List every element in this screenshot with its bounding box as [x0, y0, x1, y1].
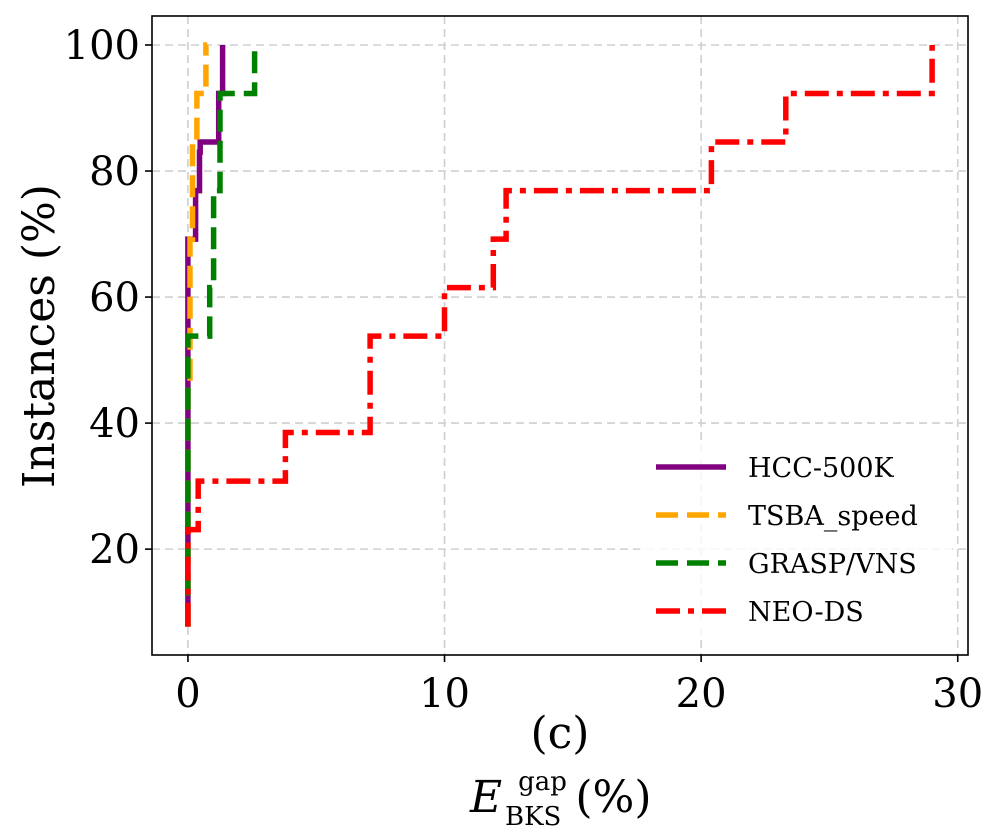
axis-ticks: 0 10 20 30 20 40 60 80 100: [64, 23, 984, 717]
series-layer: [185, 42, 935, 627]
legend-label-tsba-speed: TSBA_speed: [748, 501, 918, 532]
x-axis-label-main: E: [469, 772, 502, 823]
x-tick-label: 30: [932, 671, 983, 717]
x-tick-label: 10: [419, 671, 470, 717]
legend-label-hcc-500k: HCC-500K: [748, 453, 895, 484]
legend: HCC-500K TSBA_speed GRASP/VNS NEO-DS: [640, 440, 952, 640]
x-axis-label-superscript: gap: [518, 767, 567, 797]
y-tick-label: 20: [89, 527, 140, 573]
x-axis-label-suffix: (%): [575, 772, 651, 823]
series-line-tsba-speed: [185, 42, 209, 627]
legend-label-grasp-vns: GRASP/VNS: [748, 549, 917, 580]
grid-lines: [152, 16, 968, 655]
x-axis-label: E gap BKS (%): [469, 750, 651, 836]
y-tick-label: 60: [89, 275, 140, 321]
subtitle: (c): [531, 708, 590, 759]
x-tick-label: 20: [676, 671, 727, 717]
x-tick-label: 0: [175, 671, 200, 717]
y-tick-label: 100: [64, 23, 140, 69]
x-axis-label-subscript: BKS: [505, 802, 561, 832]
y-tick-label: 40: [89, 401, 140, 447]
series-line-neo-ds: [185, 45, 935, 627]
series-line-grasp-vns: [185, 45, 258, 627]
legend-label-neo-ds: NEO-DS: [748, 597, 864, 628]
plot-area-frame: [151, 15, 969, 656]
legend-box: [640, 440, 952, 640]
y-tick-label: 80: [89, 149, 140, 195]
y-axis-label: Instances (%): [14, 184, 65, 488]
